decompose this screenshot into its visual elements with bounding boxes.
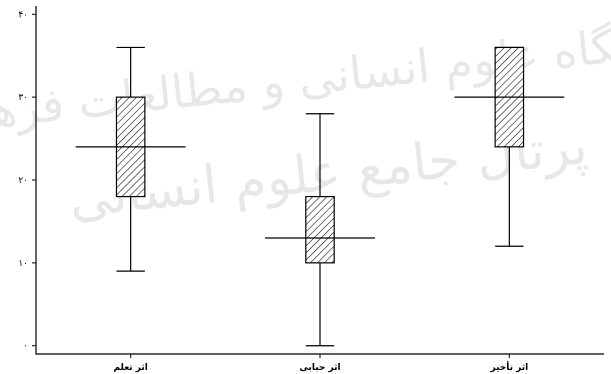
- plot-area: ۰ ۱۰ ۲۰ ۳۰ ۴۰ اثر تعلم اثر حبابی اثر تأخیر: [18, 6, 604, 373]
- category-label: اثر حبابی: [299, 363, 340, 373]
- y-tick-label: ۴۰: [18, 10, 28, 20]
- category-label: اثر تعلم: [113, 363, 147, 373]
- y-tick-label: ۱۰: [18, 259, 28, 269]
- y-tick-label: ۳۰: [18, 93, 28, 103]
- box: [305, 195, 335, 264]
- category-label: اثر تأخیر: [489, 361, 528, 373]
- axis-frame: [35, 6, 604, 355]
- y-tick-label: ۰: [23, 342, 28, 352]
- y-tick-label: ۲۰: [18, 176, 28, 186]
